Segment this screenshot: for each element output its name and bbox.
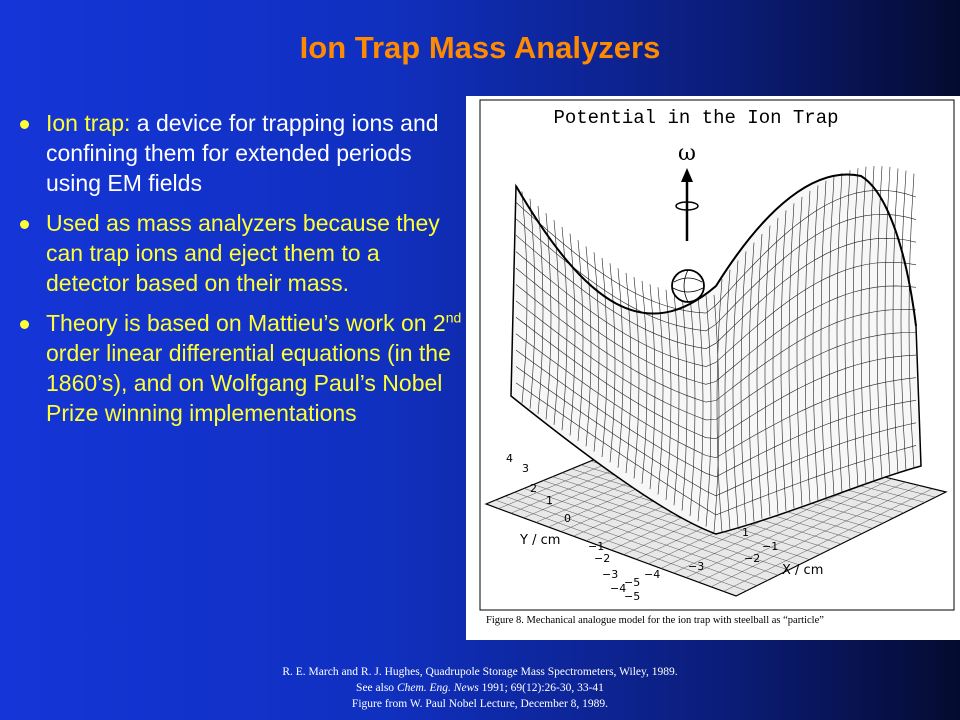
x-tick: −1 (762, 540, 778, 553)
reference-line-2-prefix: See also (356, 682, 397, 694)
y-tick: 4 (506, 452, 513, 465)
reference-line-2-suffix: 1991; 69(12):26-30, 33-41 (478, 682, 604, 694)
x-tick: −2 (744, 552, 760, 565)
rotation-arrow-icon (675, 168, 699, 241)
bullet-dot-icon (20, 320, 29, 329)
bullet-text: Theory is based on Mattieu’s work on 2 (46, 310, 446, 336)
x-tick: −4 (644, 568, 660, 581)
x-tick: −3 (688, 560, 704, 573)
figure-heading: Potential in the Ion Trap (553, 107, 838, 129)
references: R. E. March and R. J. Hughes, Quadrupole… (0, 664, 960, 712)
bullet-mass-analyzers: Used as mass analyzers because they can … (18, 208, 463, 298)
reference-line-3: Figure from W. Paul Nobel Lecture, Decem… (351, 698, 609, 710)
bullet-theory: Theory is based on Mattieu’s work on 2nd… (18, 308, 463, 428)
bullet-ion-trap: Ion trap: a device for trapping ions and… (18, 108, 463, 198)
potential-figure: Potential in the Ion Trap ω 4 (466, 96, 960, 640)
y-tick: −3 (602, 568, 618, 581)
figure-caption: Figure 8. Mechanical analogue model for … (486, 615, 824, 626)
y-tick: 2 (530, 482, 537, 495)
saddle-surface (510, 166, 922, 535)
y-tick: −4 (610, 582, 626, 595)
bullet-dot-icon (20, 120, 29, 129)
x-tick-small: 1 (742, 526, 749, 539)
bullet-text: Used as mass analyzers because they can … (46, 210, 440, 296)
y-axis-label: Y / cm (519, 533, 560, 548)
steel-ball (671, 269, 705, 303)
y-tick: 3 (522, 462, 529, 475)
y-tick: −5 (624, 576, 640, 589)
slide-title: Ion Trap Mass Analyzers (299, 30, 661, 65)
reference-line-2: See also Chem. Eng. News 1991; 69(12):26… (0, 680, 960, 696)
bullet-term: Ion trap: (46, 110, 131, 136)
y-tick: −1 (588, 540, 604, 553)
bullet-list: Ion trap: a device for trapping ions and… (18, 108, 463, 438)
bullet-dot-icon (20, 220, 29, 229)
reference-line-1: R. E. March and R. J. Hughes, Quadrupole… (282, 666, 678, 678)
x-axis-label: X / cm (782, 563, 823, 578)
bullet-definition: a device for trapping ions and confining… (46, 110, 439, 196)
y-tick: 1 (546, 494, 553, 507)
y-tick: −2 (594, 552, 610, 565)
figure-frame (479, 99, 955, 611)
x-tick: −5 (624, 590, 640, 603)
reference-journal: Chem. Eng. News (396, 682, 479, 694)
y-tick: 0 (564, 512, 571, 525)
omega-label: ω (678, 141, 696, 166)
bullet-text-continued: order linear differential equations (in … (46, 340, 451, 426)
saddle-surface-illustration: Potential in the Ion Trap ω 4 (479, 99, 955, 626)
bullet-superscript: nd (445, 309, 462, 326)
